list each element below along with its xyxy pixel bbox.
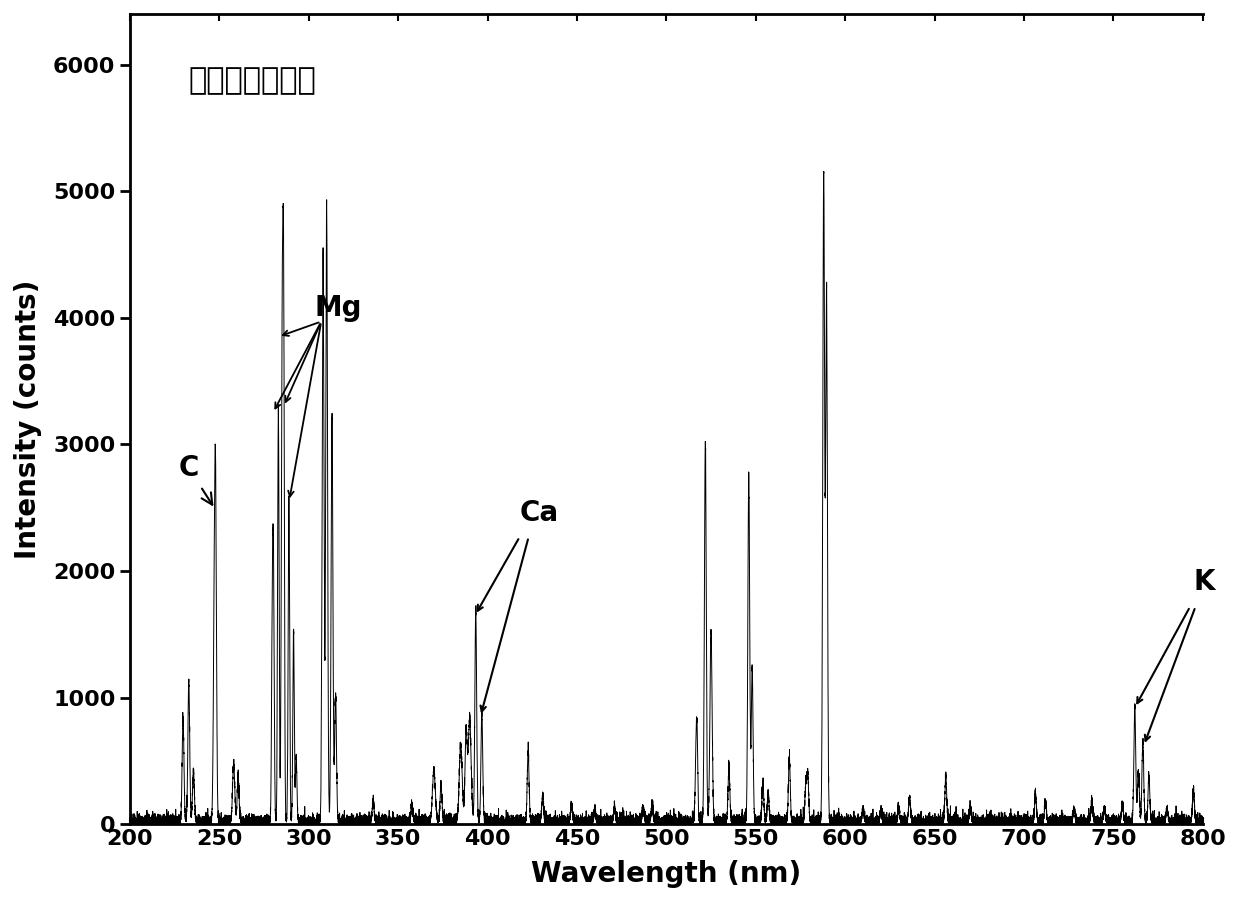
X-axis label: Wavelength (nm): Wavelength (nm) bbox=[531, 861, 801, 888]
Y-axis label: Intensity (counts): Intensity (counts) bbox=[14, 280, 42, 558]
Text: Mg: Mg bbox=[314, 293, 362, 321]
Text: 金黄色葡萄球菌: 金黄色葡萄球菌 bbox=[188, 67, 316, 96]
Text: K: K bbox=[1194, 568, 1215, 596]
Text: Ca: Ca bbox=[520, 499, 559, 527]
Text: C: C bbox=[179, 455, 212, 505]
